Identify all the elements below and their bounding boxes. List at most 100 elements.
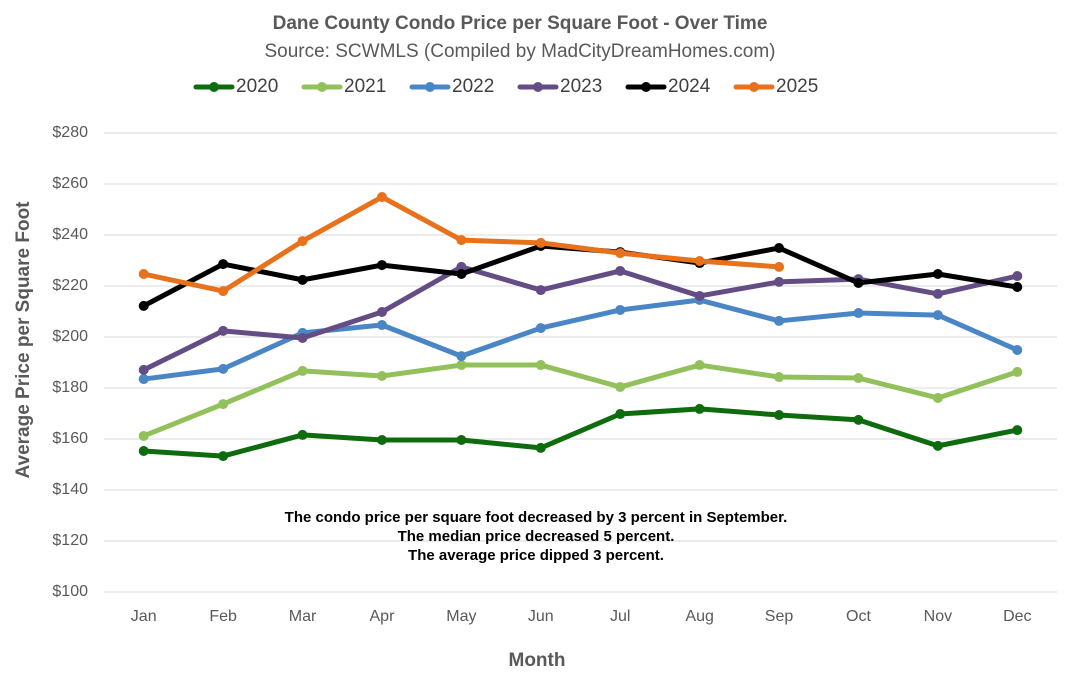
- data-point: [615, 409, 626, 420]
- data-point: [456, 261, 467, 272]
- data-point: [376, 435, 387, 446]
- data-point: [932, 288, 943, 299]
- data-point: [535, 360, 546, 371]
- data-point: [535, 442, 546, 453]
- data-point: [218, 451, 229, 462]
- y-tick-label: $160: [52, 430, 88, 447]
- data-point: [1012, 345, 1023, 356]
- data-point: [774, 315, 785, 326]
- data-point: [297, 236, 308, 247]
- x-tick-label: Oct: [846, 608, 871, 625]
- data-point: [853, 277, 864, 288]
- x-axis-label: Month: [509, 650, 566, 671]
- data-point: [138, 364, 149, 375]
- data-point: [138, 269, 149, 280]
- y-tick-label: $200: [52, 328, 88, 345]
- data-point: [456, 269, 467, 280]
- y-tick-label: $220: [52, 277, 88, 294]
- data-point: [853, 308, 864, 319]
- data-point: [297, 274, 308, 285]
- data-point: [774, 372, 785, 383]
- x-tick-label: Dec: [1003, 608, 1031, 625]
- data-point: [774, 243, 785, 254]
- data-point: [694, 403, 705, 414]
- x-tick-label: Jul: [610, 608, 630, 625]
- data-point: [694, 290, 705, 301]
- x-tick-label: Jan: [131, 608, 157, 625]
- data-point: [456, 435, 467, 446]
- y-tick-label: $180: [52, 379, 88, 396]
- x-tick-label: Nov: [924, 608, 952, 625]
- legend-marker: [425, 82, 435, 92]
- data-point: [932, 392, 943, 403]
- x-tick-label: Sep: [765, 608, 794, 625]
- data-point: [376, 192, 387, 203]
- data-point: [774, 261, 785, 272]
- data-point: [932, 440, 943, 451]
- data-point: [774, 276, 785, 287]
- chart-title: Dane County Condo Price per Square Foot …: [273, 13, 768, 34]
- y-tick-label: $260: [52, 175, 88, 192]
- data-point: [853, 414, 864, 425]
- data-point: [1012, 271, 1023, 282]
- legend-marker: [749, 82, 759, 92]
- series-line: [143, 297, 1019, 382]
- data-point: [932, 269, 943, 280]
- data-point: [853, 373, 864, 384]
- data-point: [138, 300, 149, 311]
- legend-label: 2020: [236, 76, 278, 97]
- x-tick-label: May: [446, 608, 476, 625]
- legend-marker: [641, 82, 651, 92]
- data-point: [297, 333, 308, 344]
- legend-marker: [209, 82, 219, 92]
- data-point: [774, 410, 785, 421]
- legend-label: 2021: [344, 76, 386, 97]
- data-point: [615, 248, 626, 259]
- data-point: [535, 237, 546, 248]
- data-point: [218, 363, 229, 374]
- series-line: [143, 406, 1018, 459]
- data-point: [456, 235, 467, 246]
- data-point: [694, 256, 705, 267]
- data-point: [456, 351, 467, 362]
- legend-label: 2022: [452, 76, 494, 97]
- chart-subtitle: Source: SCWMLS (Compiled by MadCityDream…: [264, 41, 775, 62]
- annotation: The condo price per square foot decrease…: [285, 509, 788, 526]
- legend-marker: [317, 82, 327, 92]
- data-point: [138, 374, 149, 385]
- annotation: The median price decreased 5 percent.: [398, 528, 675, 545]
- legend-label: 2023: [560, 76, 602, 97]
- data-point: [615, 265, 626, 276]
- data-point: [218, 325, 229, 336]
- data-point: [138, 430, 149, 441]
- y-tick-label: $240: [52, 226, 88, 243]
- data-point: [376, 260, 387, 271]
- data-point: [376, 371, 387, 382]
- data-point: [615, 381, 626, 392]
- series-line: [142, 243, 1018, 309]
- y-tick-label: $140: [52, 481, 88, 498]
- data-point: [376, 307, 387, 318]
- x-tick-label: Feb: [209, 608, 237, 625]
- data-point: [218, 286, 229, 297]
- data-point: [218, 399, 229, 410]
- data-point: [456, 360, 467, 371]
- data-point: [615, 304, 626, 315]
- data-point: [1012, 425, 1023, 436]
- legend-marker: [533, 82, 543, 92]
- data-point: [932, 310, 943, 321]
- x-tick-label: Aug: [685, 608, 713, 625]
- legend-label: 2024: [668, 76, 711, 97]
- data-point: [297, 429, 308, 440]
- data-point: [138, 445, 149, 456]
- x-tick-label: Jun: [528, 608, 554, 625]
- y-tick-label: $120: [52, 532, 88, 549]
- data-point: [1012, 366, 1023, 377]
- annotation: The average price dipped 3 percent.: [408, 547, 664, 564]
- y-tick-label: $100: [52, 583, 88, 600]
- data-point: [535, 323, 546, 334]
- legend-label: 2025: [776, 76, 818, 97]
- series-line: [142, 362, 1019, 439]
- data-point: [1012, 282, 1023, 293]
